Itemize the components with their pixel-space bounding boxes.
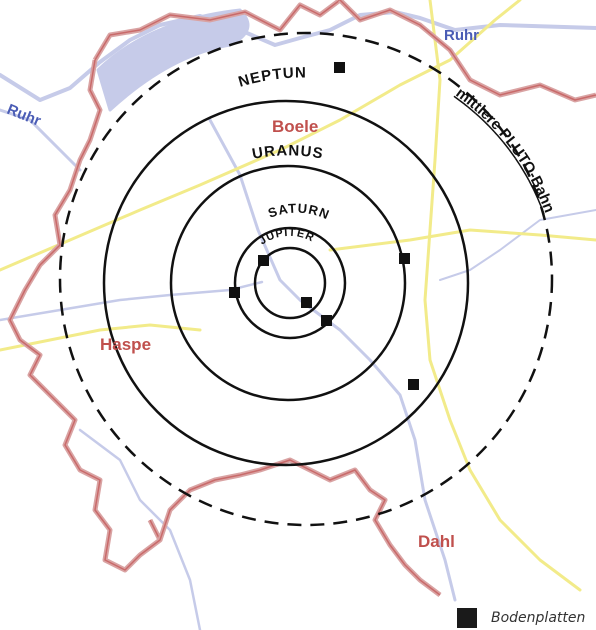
boundary-east — [338, 0, 596, 103]
stream-southwest — [78, 428, 202, 630]
marker-jupiter-north — [258, 255, 269, 266]
road-north-south — [423, 0, 582, 592]
town-label-dahl: Dahl — [418, 532, 455, 551]
boundary-west-inner — [9, 59, 161, 571]
marker-saturn-west — [229, 287, 240, 298]
neptune-orbit — [102, 99, 470, 467]
orbit-label-uranus: URANUS — [251, 142, 325, 163]
boundary-south — [157, 457, 442, 597]
planet-orbits — [58, 31, 554, 527]
orbit-label-pluto: mittlere PLUTO-Bahn — [453, 84, 558, 215]
jupiter-orbit — [253, 246, 327, 320]
saturn-orbit — [233, 226, 347, 340]
river-label-ruhr-east: Ruhr — [444, 27, 479, 44]
boundary-east-inner — [339, 0, 596, 101]
road-southwest — [0, 323, 202, 352]
base-plate-markers — [229, 62, 419, 390]
volme-river — [208, 118, 457, 602]
marker-uranus — [399, 253, 410, 264]
stream-west — [0, 280, 264, 322]
orbit-label-neptune: NEPTUN — [236, 65, 306, 91]
marker-pluto — [408, 379, 419, 390]
marker-saturn-east — [321, 315, 332, 326]
boundary-north-west-inner — [94, 0, 341, 61]
road-diagonal — [0, 0, 522, 272]
orbit-label-saturn-path: SATURN — [266, 201, 331, 223]
stream-east — [439, 209, 596, 281]
orbit-label-pluto-path: mittlere PLUTO-Bahn — [453, 84, 558, 215]
road-network — [0, 0, 596, 592]
uranus-orbit — [169, 164, 407, 402]
town-label-haspe: Haspe — [100, 335, 151, 354]
river-label-ruhr-west: Ruhr — [5, 101, 44, 130]
district-boundaries — [7, 0, 596, 597]
legend-label: Bodenplatten — [491, 610, 586, 626]
orbit-label-neptune-path: NEPTUN — [236, 65, 305, 91]
black-square-icon — [457, 608, 477, 628]
map-legend: Bodenplatten — [457, 606, 585, 630]
boundary-south-inner — [159, 459, 441, 596]
marker-jupiter-south — [301, 297, 312, 308]
orbit-label-uranus-path: URANUS — [251, 142, 324, 163]
orbit-label-saturn: SATURN — [266, 201, 332, 223]
town-label-boele: Boele — [272, 117, 318, 136]
road-east — [328, 228, 596, 252]
marker-neptune — [334, 62, 345, 73]
ruhr-bay — [96, 8, 250, 112]
pluto-orbit — [58, 31, 554, 527]
river-network — [0, 8, 596, 630]
ruhr-branch — [0, 108, 82, 172]
